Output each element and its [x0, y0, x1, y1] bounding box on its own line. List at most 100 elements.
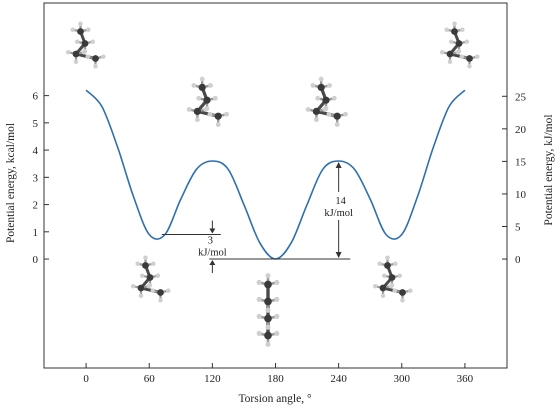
- hydrogen-atom: [166, 288, 171, 293]
- hydrogen-atom: [208, 83, 213, 88]
- hydrogen-atom: [305, 107, 311, 112]
- hydrogen-atom: [343, 111, 348, 117]
- hydrogen-atom: [70, 27, 75, 32]
- hydrogen-atom: [146, 283, 152, 289]
- carbon-atom: [81, 40, 89, 47]
- hydrogen-atom: [265, 324, 271, 330]
- hydrogen-atom: [397, 273, 403, 278]
- y-axis-title-left: Potential energy, kcal/mol: [5, 123, 17, 243]
- y-right-tick-label: 15: [515, 156, 527, 168]
- hydrogen-atom: [314, 117, 319, 123]
- hydrogen-atom: [155, 273, 161, 278]
- gap-label-background: [320, 192, 357, 221]
- gap-unit-label: kJ/mol: [324, 208, 353, 219]
- y-left-tick-label: 5: [33, 118, 39, 130]
- hydrogen-atom: [372, 283, 378, 289]
- x-tick-label: 60: [144, 373, 156, 385]
- plot-frame: [43, 2, 508, 369]
- gauche-conformer-60: [130, 255, 171, 303]
- carbon-atom: [193, 107, 201, 115]
- x-tick-label: 300: [394, 373, 411, 385]
- hydrogen-atom: [85, 54, 90, 59]
- carbon-atom: [264, 280, 272, 289]
- eclipsed-conformer-120: [186, 76, 229, 127]
- conformer-models: [65, 21, 480, 347]
- hydrogen-atom: [101, 54, 106, 59]
- carbon-atom: [466, 55, 473, 62]
- x-tick-label: 0: [83, 373, 89, 385]
- hydrogen-atom: [322, 107, 328, 112]
- hydrogen-atom: [81, 49, 87, 55]
- carbon-atom: [333, 112, 341, 120]
- y-left-tick-label: 1: [33, 227, 39, 239]
- arrow-head-down: [335, 252, 342, 259]
- hydrogen-atom: [464, 39, 470, 44]
- energy-curve: [85, 89, 466, 260]
- hydrogen-atom: [459, 54, 464, 59]
- hydrogen-atom: [381, 273, 387, 278]
- carbon-atom: [142, 262, 149, 269]
- carbon-atom: [137, 284, 145, 292]
- arrow-head-up: [209, 260, 216, 266]
- carbon-atom: [455, 40, 463, 47]
- carbon-atom: [146, 274, 154, 281]
- carbon-atom: [157, 289, 164, 296]
- hydrogen-atom: [151, 261, 156, 266]
- hydrogen-atom: [143, 255, 148, 260]
- hydrogen-atom: [158, 298, 163, 303]
- gap-value-label: 3: [208, 236, 213, 247]
- gap-value-label: 14: [335, 196, 346, 207]
- hydrogen-atom: [65, 49, 71, 55]
- carbon-atom: [399, 289, 406, 296]
- hydrogen-atom: [377, 261, 382, 266]
- hydrogen-atom: [315, 95, 321, 101]
- carbon-atom: [264, 331, 272, 340]
- carbon-atom: [203, 96, 211, 104]
- y-right-tick-label: 10: [515, 189, 527, 201]
- x-axis-title: Torsion angle, °: [238, 393, 312, 405]
- hydrogen-atom: [78, 21, 83, 26]
- hydrogen-atom: [186, 107, 192, 112]
- carbon-atom: [264, 297, 272, 306]
- carbon-atom: [317, 83, 325, 91]
- hydrogen-atom: [439, 49, 445, 55]
- x-tick-label: 240: [330, 373, 347, 385]
- carbon-atom: [322, 96, 330, 104]
- hydrogen-atom: [392, 288, 397, 293]
- hydrogen-atom: [460, 27, 465, 32]
- hydrogen-atom: [90, 39, 96, 44]
- y-left-tick-label: 3: [33, 172, 39, 184]
- carbon-atom: [264, 314, 272, 323]
- hydrogen-atom: [408, 288, 413, 293]
- hydrogen-atom: [455, 49, 461, 55]
- arrow-head-down: [209, 228, 216, 234]
- hydrogen-atom: [334, 122, 340, 127]
- hydrogen-atom: [467, 64, 472, 69]
- hydrogen-atom: [326, 111, 332, 117]
- hydrogen-atom: [310, 83, 316, 88]
- gauche-conformer-300: [372, 255, 413, 303]
- hydrogen-atom: [199, 76, 205, 82]
- y-axis-title-right: Potential energy, kJ/mol: [543, 114, 555, 225]
- carbon-atom: [92, 55, 99, 62]
- hydrogen-atom: [447, 59, 453, 65]
- arrow-head-up: [335, 161, 342, 168]
- y-left-tick-label: 0: [33, 254, 39, 266]
- x-tick-label: 120: [204, 373, 221, 385]
- hydrogen-atom: [130, 283, 136, 289]
- hydrogen-atom: [274, 313, 280, 320]
- y-left-tick-label: 6: [33, 91, 39, 103]
- eclipsed-conformer-360: [439, 21, 480, 69]
- eclipsed-conformer-240: [305, 76, 348, 127]
- carbon-atom: [77, 28, 84, 35]
- hydrogen-atom: [256, 296, 262, 303]
- hydrogen-atom: [93, 64, 98, 69]
- carbon-atom: [214, 112, 222, 120]
- hydrogen-atom: [265, 307, 271, 313]
- carbon-atom: [312, 107, 320, 115]
- hydrogen-atom: [265, 273, 271, 279]
- hydrogen-atom: [331, 95, 337, 101]
- hydrogen-atom: [195, 117, 200, 123]
- hydrogen-atom: [327, 83, 332, 88]
